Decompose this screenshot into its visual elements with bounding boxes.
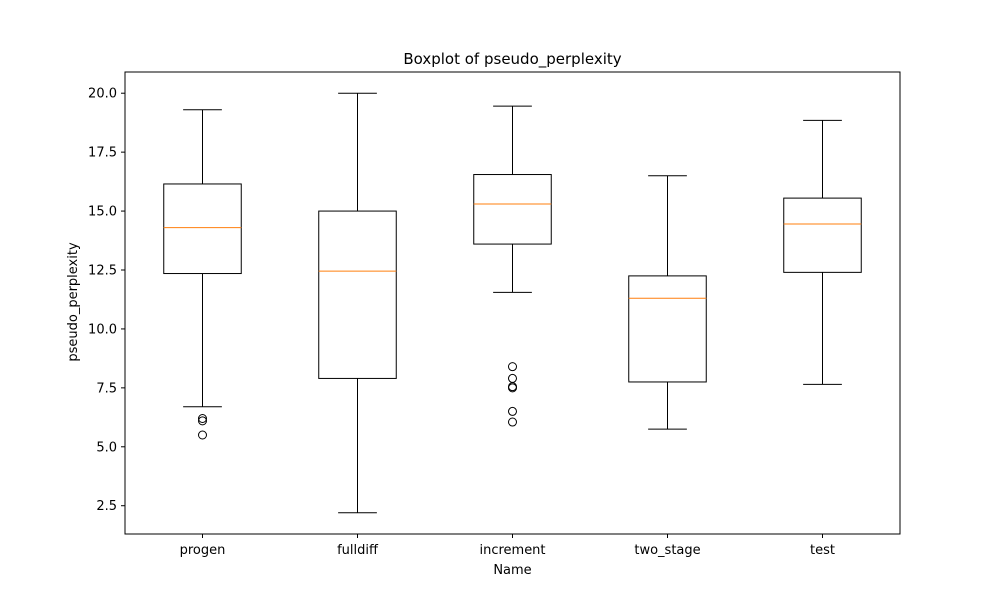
y-tick-label: 17.5 xyxy=(88,146,117,161)
outlier-point xyxy=(508,417,517,427)
x-tick-label: fulldiff xyxy=(337,543,379,558)
plot-area: 2.5 5.0 7.5 10.0 12.5 15.0 17.5 20.0 progen fulld… xyxy=(88,71,901,558)
outlier-point xyxy=(508,362,517,372)
box-increment xyxy=(473,174,552,245)
y-tick-label: 5.0 xyxy=(96,440,117,455)
outlier-point xyxy=(508,373,517,383)
x-tick-label: progen xyxy=(180,543,226,558)
y-axis-label: pseudo_perplexity xyxy=(66,242,81,362)
x-tick-label: two_stage xyxy=(634,543,700,558)
outlier-point xyxy=(198,414,207,423)
y-tick-label: 7.5 xyxy=(96,381,117,396)
box-progen xyxy=(163,183,242,275)
x-axis-label: Name xyxy=(493,563,531,578)
box-fulldiff xyxy=(318,210,397,379)
y-tick-label: 15.0 xyxy=(88,205,117,220)
y-tick-label: 20.0 xyxy=(88,87,117,102)
outlier-point xyxy=(508,406,517,416)
chart-title: Boxplot of pseudo_perplexity xyxy=(403,50,621,69)
x-tick-label: test xyxy=(810,543,835,558)
outlier-point xyxy=(508,383,517,393)
y-tick-label: 12.5 xyxy=(88,264,117,279)
outlier-point xyxy=(198,430,207,440)
box-two_stage xyxy=(628,275,707,383)
outlier-point xyxy=(198,416,207,426)
x-tick-label: increment xyxy=(479,543,545,558)
y-tick-label: 2.5 xyxy=(96,499,117,514)
y-tick-label: 10.0 xyxy=(88,322,117,337)
box-test xyxy=(783,197,862,273)
